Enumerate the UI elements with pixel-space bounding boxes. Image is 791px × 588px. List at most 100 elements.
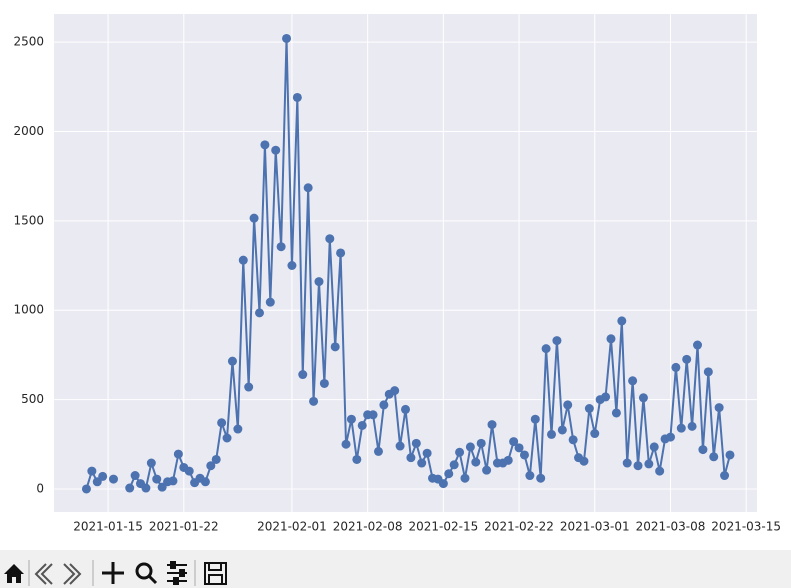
point — [373, 446, 383, 456]
series-line — [128, 38, 731, 490]
point — [233, 424, 243, 434]
point — [222, 433, 232, 443]
x-tick-label: 2021-02-08 — [333, 520, 403, 534]
plot-area — [54, 14, 757, 512]
point — [547, 429, 557, 439]
point — [395, 441, 405, 451]
x-tick-label: 2021-02-22 — [484, 520, 554, 534]
point — [271, 145, 281, 155]
point — [584, 404, 594, 414]
point — [725, 450, 735, 460]
point — [563, 400, 573, 410]
point — [217, 418, 227, 428]
zoom-button[interactable] — [135, 562, 158, 585]
point — [319, 378, 329, 388]
point — [336, 248, 346, 258]
point — [628, 376, 638, 386]
point — [168, 476, 178, 486]
point — [698, 445, 708, 455]
point — [633, 461, 643, 471]
point — [238, 255, 248, 265]
point — [671, 362, 681, 372]
x-tick-label: 2021-02-01 — [257, 520, 327, 534]
point — [541, 344, 551, 354]
point — [108, 474, 118, 484]
point — [601, 392, 611, 402]
point — [260, 140, 270, 150]
point — [693, 340, 703, 350]
point — [282, 33, 292, 43]
x-tick-label: 2021-03-08 — [636, 520, 706, 534]
point — [720, 471, 730, 481]
point — [649, 442, 659, 452]
point — [638, 393, 648, 403]
point — [81, 484, 91, 494]
chart: 0 500 1000 1500 2000 2500 2021-01-15 2021-01-22… — [13, 14, 781, 534]
toolbar-bg — [0, 550, 791, 588]
point — [390, 386, 400, 396]
point — [444, 469, 454, 479]
back-button[interactable] — [34, 563, 53, 585]
point — [611, 408, 621, 418]
pan-button[interactable] — [102, 562, 124, 584]
x-tick-label: 2021-01-15 — [73, 520, 143, 534]
point — [606, 334, 616, 344]
point — [682, 354, 692, 364]
point — [476, 438, 486, 448]
point — [173, 449, 183, 459]
point — [709, 452, 719, 462]
y-tick-label: 2500 — [13, 35, 44, 49]
point — [714, 403, 724, 413]
point — [368, 410, 378, 420]
point — [401, 404, 410, 414]
point — [87, 466, 97, 476]
point — [325, 234, 335, 244]
point — [487, 420, 497, 430]
point — [141, 483, 151, 493]
point — [379, 400, 389, 410]
point — [557, 425, 567, 435]
point — [406, 453, 416, 463]
x-tick-label: 2021-03-15 — [711, 520, 781, 534]
forward-button[interactable] — [63, 563, 82, 585]
point — [98, 471, 108, 481]
point — [552, 336, 562, 346]
point — [465, 442, 475, 452]
point — [460, 473, 470, 483]
point — [254, 308, 264, 318]
point — [276, 242, 286, 252]
point — [211, 454, 221, 464]
x-tick-label: 2021-03-01 — [560, 520, 630, 534]
home-button[interactable] — [4, 564, 24, 583]
point — [449, 460, 459, 470]
point — [530, 414, 540, 424]
configure-button[interactable] — [167, 561, 187, 585]
point — [579, 456, 589, 466]
point — [200, 477, 210, 487]
point — [422, 448, 432, 458]
point — [152, 474, 162, 484]
y-tick-label: 0 — [36, 481, 44, 495]
point — [303, 183, 313, 193]
point — [590, 429, 600, 439]
toolbar — [0, 550, 791, 588]
point — [292, 92, 302, 102]
point — [622, 458, 632, 468]
point — [644, 459, 654, 469]
point — [665, 432, 675, 442]
point — [130, 471, 140, 481]
point — [509, 437, 519, 447]
point — [514, 443, 524, 453]
point — [357, 420, 367, 430]
x-tick-label: 2021-02-15 — [408, 520, 478, 534]
point — [265, 297, 275, 307]
point — [249, 213, 259, 223]
point — [519, 450, 529, 460]
point — [146, 458, 156, 468]
point — [227, 356, 237, 366]
point — [206, 461, 216, 471]
y-tick-label: 2000 — [13, 124, 44, 138]
point — [314, 277, 324, 287]
point — [687, 421, 697, 431]
save-button[interactable] — [204, 562, 227, 585]
